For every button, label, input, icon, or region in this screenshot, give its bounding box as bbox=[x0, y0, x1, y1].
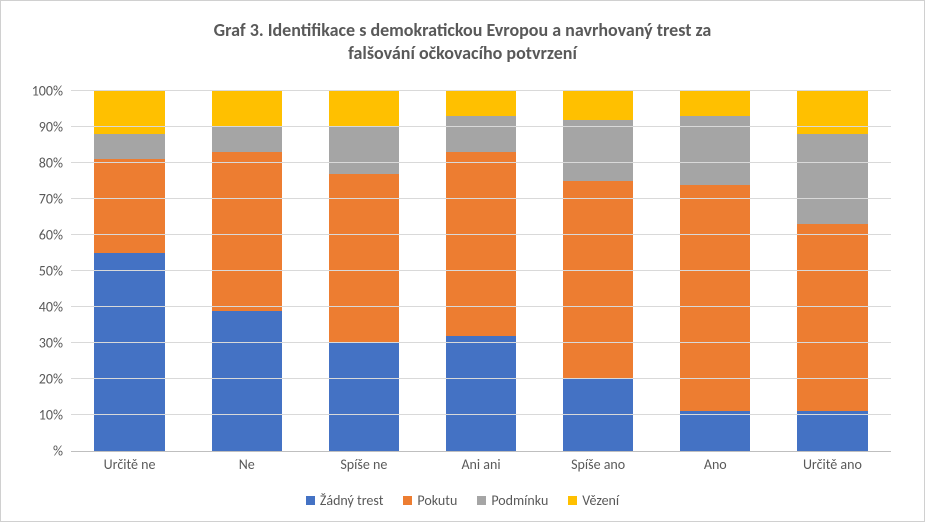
y-axis-label: 30% bbox=[39, 335, 71, 352]
bar-slot bbox=[540, 91, 657, 451]
y-axis-label: 10% bbox=[39, 407, 71, 424]
chart-title: Graf 3. Identifikace s demokratickou Evr… bbox=[1, 19, 924, 64]
gridline bbox=[71, 414, 891, 415]
bar-slot bbox=[305, 91, 422, 451]
y-axis-label: % bbox=[53, 443, 71, 460]
bar-segment bbox=[212, 311, 282, 451]
legend-item: Podmínku bbox=[477, 492, 548, 509]
chart-title-line2: falšování očkovacího potvrzení bbox=[348, 42, 577, 64]
bar-segment bbox=[329, 91, 399, 127]
bar-segment bbox=[94, 91, 164, 134]
x-axis-label: Spíše ano bbox=[540, 456, 657, 478]
legend-label: Vězení bbox=[582, 492, 619, 509]
chart-title-line1: Graf 3. Identifikace s demokratickou Evr… bbox=[214, 19, 712, 41]
x-axis-label: Ani ani bbox=[422, 456, 539, 478]
legend-label: Žádný trest bbox=[320, 492, 384, 509]
bars-group bbox=[71, 91, 891, 451]
bar bbox=[212, 91, 282, 451]
x-axis-label: Spíše ne bbox=[305, 456, 422, 478]
bar-segment bbox=[329, 127, 399, 174]
bar-segment bbox=[563, 91, 633, 120]
legend-swatch bbox=[306, 496, 315, 505]
legend-item: Žádný trest bbox=[306, 492, 384, 509]
bar-segment bbox=[212, 91, 282, 127]
bar bbox=[797, 91, 867, 451]
bar-segment bbox=[797, 411, 867, 451]
bar-segment bbox=[446, 91, 516, 116]
bar bbox=[680, 91, 750, 451]
bar bbox=[329, 91, 399, 451]
gridline bbox=[71, 126, 891, 127]
gridline bbox=[71, 234, 891, 235]
legend-label: Pokutu bbox=[417, 492, 457, 509]
bar-segment bbox=[797, 134, 867, 224]
gridline bbox=[71, 90, 891, 91]
bar-segment bbox=[212, 127, 282, 152]
bar-segment bbox=[94, 134, 164, 159]
bar-segment bbox=[212, 152, 282, 310]
bar-segment bbox=[797, 91, 867, 134]
y-axis-label: 50% bbox=[39, 263, 71, 280]
plot-area: %10%20%30%40%50%60%70%80%90%100% bbox=[71, 91, 891, 452]
bar-segment bbox=[797, 224, 867, 411]
x-axis-label: Určitě ano bbox=[774, 456, 891, 478]
legend-swatch bbox=[477, 496, 486, 505]
bar bbox=[94, 91, 164, 451]
legend-item: Vězení bbox=[568, 492, 619, 509]
bar-segment bbox=[680, 91, 750, 116]
gridline bbox=[71, 198, 891, 199]
y-axis-label: 80% bbox=[39, 155, 71, 172]
gridline bbox=[71, 342, 891, 343]
legend-swatch bbox=[568, 496, 577, 505]
bar-segment bbox=[446, 336, 516, 451]
bar-slot bbox=[657, 91, 774, 451]
bar bbox=[446, 91, 516, 451]
y-axis-label: 100% bbox=[32, 83, 71, 100]
x-axis-label: Určitě ne bbox=[71, 456, 188, 478]
chart-container: Graf 3. Identifikace s demokratickou Evr… bbox=[0, 0, 925, 522]
bar-segment bbox=[94, 159, 164, 253]
y-axis-label: 70% bbox=[39, 191, 71, 208]
bar-segment bbox=[446, 116, 516, 152]
bar-slot bbox=[774, 91, 891, 451]
bar-segment bbox=[563, 181, 633, 379]
bar-segment bbox=[94, 253, 164, 451]
y-axis-label: 60% bbox=[39, 227, 71, 244]
gridline bbox=[71, 378, 891, 379]
bar-segment bbox=[563, 379, 633, 451]
legend-item: Pokutu bbox=[403, 492, 457, 509]
gridline bbox=[71, 306, 891, 307]
y-axis-label: 40% bbox=[39, 299, 71, 316]
gridline bbox=[71, 270, 891, 271]
gridline bbox=[71, 162, 891, 163]
bar-slot bbox=[188, 91, 305, 451]
legend-swatch bbox=[403, 496, 412, 505]
x-axis-labels: Určitě neNeSpíše neAni aniSpíše anoAnoUr… bbox=[71, 456, 891, 478]
y-axis-label: 20% bbox=[39, 371, 71, 388]
x-axis-label: Ano bbox=[657, 456, 774, 478]
y-axis-label: 90% bbox=[39, 119, 71, 136]
bar-segment bbox=[446, 152, 516, 336]
bar-segment bbox=[563, 120, 633, 181]
bar-segment bbox=[680, 411, 750, 451]
legend-label: Podmínku bbox=[491, 492, 548, 509]
bar-segment bbox=[329, 174, 399, 343]
x-axis-label: Ne bbox=[188, 456, 305, 478]
legend: Žádný trest Pokutu Podmínku Vězení bbox=[1, 492, 924, 509]
bar-slot bbox=[71, 91, 188, 451]
bar bbox=[563, 91, 633, 451]
bar-segment bbox=[329, 343, 399, 451]
bar-slot bbox=[422, 91, 539, 451]
